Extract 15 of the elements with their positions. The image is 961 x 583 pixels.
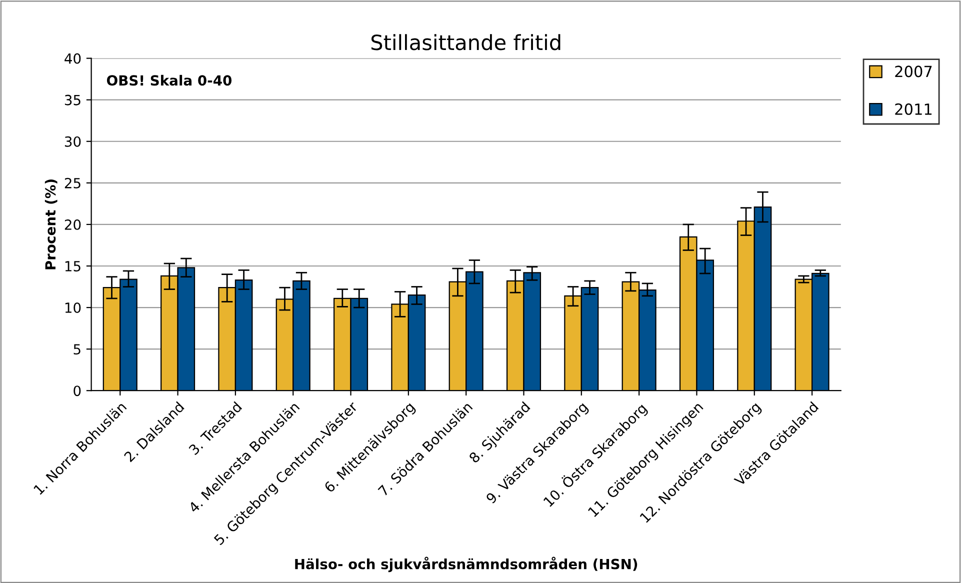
annotation: OBS! Skala 0-40 — [106, 74, 232, 86]
x-axis-title: Hälso- och sjukvårdsnämndsområden (HSN) — [295, 556, 638, 572]
y-tick-label: 35 — [64, 94, 80, 106]
y-tick-label: 20 — [64, 219, 81, 230]
chart-title: Stillasittande fritid — [371, 34, 560, 50]
y-tick-label: 5 — [74, 344, 80, 355]
y-tick-label: 10 — [65, 302, 81, 314]
y-axis-title: Procent (%) — [44, 180, 58, 270]
y-tick-label: 15 — [65, 261, 80, 272]
y-tick-label: 0 — [74, 386, 81, 396]
y-tick-label: 25 — [64, 178, 80, 188]
legend-label: 2011 — [895, 103, 932, 115]
y-tick-label: 30 — [64, 136, 81, 147]
legend-label: 2007 — [895, 66, 932, 78]
y-tick-label: 40 — [64, 53, 81, 64]
